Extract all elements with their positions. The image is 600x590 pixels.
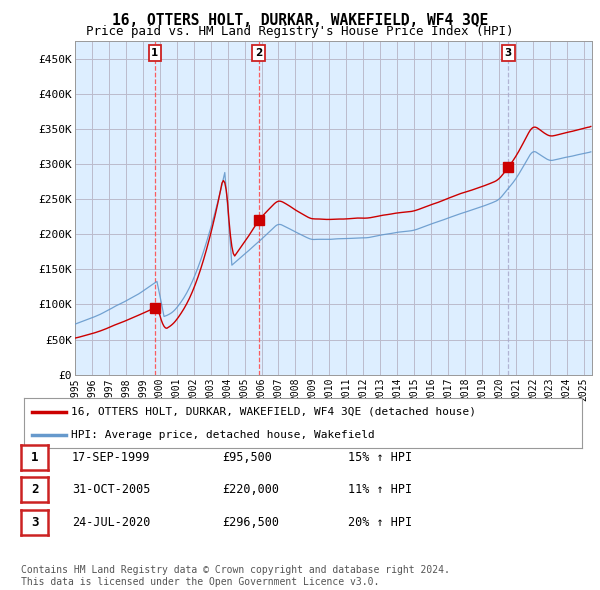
Text: Price paid vs. HM Land Registry's House Price Index (HPI): Price paid vs. HM Land Registry's House …: [86, 25, 514, 38]
Text: 1: 1: [31, 451, 38, 464]
Text: 20% ↑ HPI: 20% ↑ HPI: [348, 516, 412, 529]
Text: £220,000: £220,000: [222, 483, 279, 496]
Text: £296,500: £296,500: [222, 516, 279, 529]
Text: 31-OCT-2005: 31-OCT-2005: [72, 483, 151, 496]
Text: 11% ↑ HPI: 11% ↑ HPI: [348, 483, 412, 496]
Text: 1: 1: [151, 48, 158, 58]
Text: 2: 2: [255, 48, 262, 58]
Text: 16, OTTERS HOLT, DURKAR, WAKEFIELD, WF4 3QE (detached house): 16, OTTERS HOLT, DURKAR, WAKEFIELD, WF4 …: [71, 407, 476, 417]
Text: £95,500: £95,500: [222, 451, 272, 464]
Text: 3: 3: [505, 48, 512, 58]
Text: 15% ↑ HPI: 15% ↑ HPI: [348, 451, 412, 464]
Text: 2: 2: [31, 483, 38, 496]
Text: 16, OTTERS HOLT, DURKAR, WAKEFIELD, WF4 3QE: 16, OTTERS HOLT, DURKAR, WAKEFIELD, WF4 …: [112, 13, 488, 28]
Text: Contains HM Land Registry data © Crown copyright and database right 2024.
This d: Contains HM Land Registry data © Crown c…: [21, 565, 450, 587]
Text: 3: 3: [31, 516, 38, 529]
Text: 17-SEP-1999: 17-SEP-1999: [72, 451, 151, 464]
Text: 24-JUL-2020: 24-JUL-2020: [72, 516, 151, 529]
Text: HPI: Average price, detached house, Wakefield: HPI: Average price, detached house, Wake…: [71, 430, 375, 440]
